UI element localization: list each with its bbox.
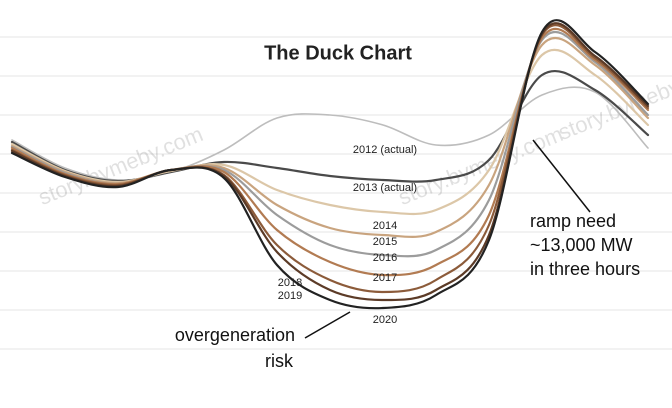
series-label: 2020 [373, 314, 397, 326]
chart-title: The Duck Chart [264, 42, 412, 64]
series-label: 2012 (actual) [353, 144, 417, 156]
arrow [532, 139, 591, 213]
annotation: in three hours [530, 259, 640, 279]
arrow [304, 311, 351, 339]
series-line [10, 19, 650, 310]
series-label: 2018 [278, 277, 302, 289]
series-label: 2013 (actual) [353, 182, 417, 194]
annotation: risk [265, 351, 294, 371]
annotation: ramp need [530, 211, 616, 231]
series-label: 2014 [373, 220, 397, 232]
series-label: 2016 [373, 252, 397, 264]
annotation: ~13,000 MW [530, 235, 633, 255]
annotation: overgeneration [175, 325, 295, 345]
series-label: 2015 [373, 236, 397, 248]
series-label: 2017 [373, 272, 397, 284]
series-label: 2019 [278, 290, 302, 302]
